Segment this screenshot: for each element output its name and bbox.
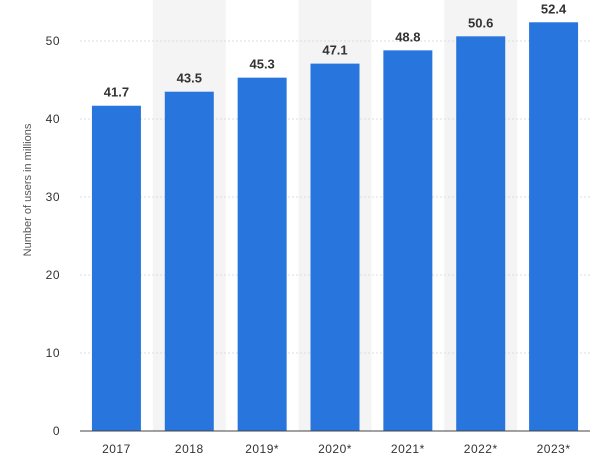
y-tick-label: 20	[46, 268, 60, 282]
bar	[164, 91, 214, 431]
y-tick-label: 30	[46, 190, 60, 204]
bar	[456, 36, 506, 431]
y-tick-label: 50	[46, 34, 60, 48]
y-tick-label: 10	[46, 346, 60, 360]
bar-value-label: 48.8	[395, 29, 420, 44]
x-tick-label: 2017	[102, 442, 131, 456]
bar	[529, 22, 579, 432]
bar	[310, 63, 360, 432]
y-tick-label: 40	[46, 112, 60, 126]
x-tick-label: 2020*	[318, 442, 352, 456]
x-axis: 2017 2018 2019* 2020* 2021* 2022* 2023*	[80, 430, 590, 456]
data-labels: 41.7 43.5 45.3 47.1 48.8 50.6 52.4	[104, 1, 567, 99]
bar	[237, 77, 287, 431]
bar-value-label: 41.7	[104, 85, 129, 100]
bar	[383, 50, 433, 432]
y-axis: 0 10 20 30 40 50	[46, 34, 60, 438]
y-tick-label: 0	[53, 424, 60, 438]
y-axis-title: Number of users in millions	[22, 123, 34, 256]
bar-value-label: 43.5	[177, 71, 202, 86]
x-tick-label: 2019*	[245, 442, 279, 456]
bar	[91, 105, 141, 432]
bar-value-label: 45.3	[249, 57, 274, 72]
bar-value-label: 47.1	[322, 43, 347, 58]
bars	[91, 22, 579, 432]
x-tick-label: 2023*	[537, 442, 571, 456]
bar-value-label: 52.4	[541, 1, 567, 16]
bar-value-label: 50.6	[468, 15, 493, 30]
x-tick-label: 2022*	[464, 442, 498, 456]
x-tick-label: 2021*	[391, 442, 425, 456]
x-tick-label: 2018	[175, 442, 204, 456]
